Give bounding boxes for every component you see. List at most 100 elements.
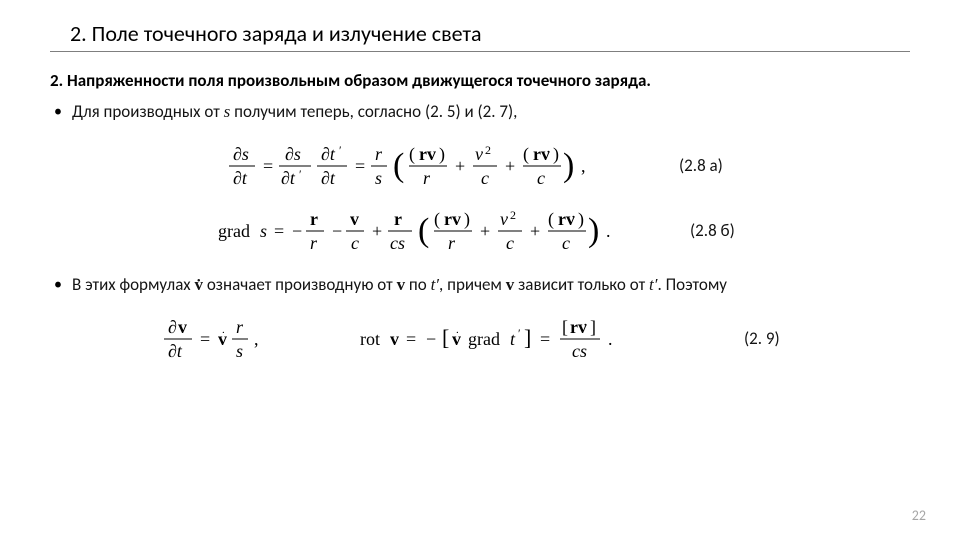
svg-text:s: s: [375, 168, 382, 188]
svg-text:=: =: [263, 156, 273, 176]
svg-text:v: v: [500, 209, 508, 229]
svg-text:2: 2: [485, 143, 491, 157]
svg-text:.: .: [456, 324, 459, 336]
svg-text:.: .: [584, 316, 587, 328]
svg-text:r: r: [375, 144, 383, 164]
svg-text:r: r: [310, 233, 318, 253]
svg-text:′: ′: [339, 143, 342, 157]
bullet-2-p3: по: [405, 274, 431, 295]
svg-text:): ): [578, 209, 584, 230]
equation-29: ∂ v ∂t = v . r s , rot v =: [160, 311, 720, 367]
svg-text:(: (: [409, 144, 415, 165]
svg-text:∂t: ∂t: [321, 168, 336, 188]
svg-text:,: ,: [254, 329, 259, 349]
svg-text:=: =: [355, 156, 365, 176]
bullet-1-suffix: получим теперь, согласно (2. 5) и (2. 7)…: [230, 101, 517, 122]
svg-text:r: r: [448, 233, 456, 253]
page-number: 22: [912, 507, 926, 524]
svg-text:(: (: [523, 144, 529, 165]
equation-29-number: (2. 9): [744, 328, 800, 349]
subheading: 2. Напряженности поля произвольным образ…: [50, 70, 910, 91]
svg-text:.: .: [547, 143, 550, 155]
svg-text:r: r: [423, 168, 431, 188]
equation-28a-number: (2.8 а): [679, 155, 735, 176]
svg-text:): ): [553, 144, 559, 165]
svg-text:−: −: [292, 221, 302, 241]
equation-29-row: ∂ v ∂t = v . r s , rot v =: [160, 311, 800, 367]
svg-text:grad: grad: [218, 221, 250, 241]
equation-block-28: ∂s ∂t = ∂s ∂t ′ ∂t ′ ∂t =: [50, 134, 910, 264]
svg-text:(: (: [418, 212, 429, 249]
svg-text:′: ′: [518, 326, 521, 340]
svg-text:t: t: [510, 329, 516, 349]
bullet-2-p5: зависит только от: [514, 274, 649, 295]
title-block: 2. Поле точечного заряда и излучение све…: [50, 20, 910, 52]
bullet-2-p1: В этих формулах: [72, 274, 195, 295]
svg-text:): ): [464, 209, 470, 230]
bullet-2-v1: v: [397, 275, 406, 294]
svg-text:+: +: [505, 156, 515, 176]
svg-text:(: (: [548, 209, 554, 230]
svg-text:v: v: [475, 144, 483, 164]
svg-text:+: +: [480, 221, 490, 241]
svg-text:=: =: [274, 221, 284, 241]
svg-text:s: s: [236, 341, 243, 361]
bullet-2-tail: . Поэтому: [657, 274, 727, 295]
bullet-2-p2: означает производную от: [203, 274, 397, 295]
equation-28b: grad s = − r r − v c + r: [214, 203, 666, 259]
svg-text:=: =: [406, 329, 416, 349]
svg-text:c: c: [506, 233, 514, 253]
svg-text:∂t: ∂t: [281, 168, 296, 188]
svg-text:+: +: [372, 221, 382, 241]
svg-text:): ): [439, 144, 445, 165]
slide-title: 2. Поле точечного заряда и излучение све…: [70, 20, 910, 47]
svg-text:∂t: ∂t: [168, 341, 183, 361]
svg-text:]: ]: [590, 317, 596, 337]
svg-text:−: −: [332, 221, 342, 241]
svg-text:r: r: [236, 317, 244, 337]
bullet-2-vdot: v̇: [195, 275, 204, 294]
svg-text:−: −: [426, 329, 436, 349]
svg-text:v: v: [350, 209, 359, 229]
svg-text:): ): [563, 147, 574, 184]
svg-text:∂: ∂: [168, 317, 177, 337]
svg-text:s: s: [260, 221, 267, 241]
svg-text:rv: rv: [419, 144, 436, 164]
svg-text:,: ,: [581, 156, 586, 176]
svg-text:r: r: [310, 209, 318, 229]
equation-block-29: ∂ v ∂t = v . r s , rot v =: [50, 307, 910, 372]
svg-text:.: .: [222, 324, 225, 336]
equation-28b-number: (2.8 б): [690, 220, 746, 241]
svg-text:r: r: [394, 209, 402, 229]
svg-text:=: =: [200, 329, 210, 349]
svg-text:∂s: ∂s: [233, 144, 249, 164]
equation-28a-row: ∂s ∂t = ∂s ∂t ′ ∂t ′ ∂t =: [225, 138, 735, 194]
svg-text:c: c: [537, 168, 545, 188]
svg-text:2: 2: [510, 208, 516, 222]
svg-text:.: .: [606, 221, 611, 241]
bullet-2-v2: v: [506, 275, 515, 294]
bullet-2: В этих формулах v̇ означает производную …: [50, 274, 910, 297]
bullet-1-prefix: Для производных от: [72, 101, 224, 122]
svg-text:c: c: [562, 233, 570, 253]
svg-text:c: c: [351, 233, 359, 253]
svg-text:]: ]: [524, 325, 531, 350]
svg-text:+: +: [455, 156, 465, 176]
svg-text:grad: grad: [468, 329, 500, 349]
bullet-1: Для производных от s получим теперь, сог…: [50, 101, 910, 124]
svg-text:c: c: [481, 168, 489, 188]
svg-text:′: ′: [299, 167, 302, 181]
svg-text:∂t: ∂t: [233, 168, 248, 188]
svg-text:cs: cs: [390, 233, 405, 253]
svg-text:=: =: [540, 329, 550, 349]
svg-text:cs: cs: [572, 341, 587, 361]
svg-text:∂s: ∂s: [285, 144, 301, 164]
svg-text:rv: rv: [444, 209, 461, 229]
bullet-2-p4: , причем: [439, 274, 506, 295]
svg-text:rot: rot: [360, 329, 380, 349]
svg-text:.: .: [572, 208, 575, 220]
bullet-2-tprime1: t′: [431, 275, 439, 294]
svg-text:∂t: ∂t: [321, 144, 336, 164]
svg-text:(: (: [434, 209, 440, 230]
svg-text:.: .: [608, 329, 613, 349]
